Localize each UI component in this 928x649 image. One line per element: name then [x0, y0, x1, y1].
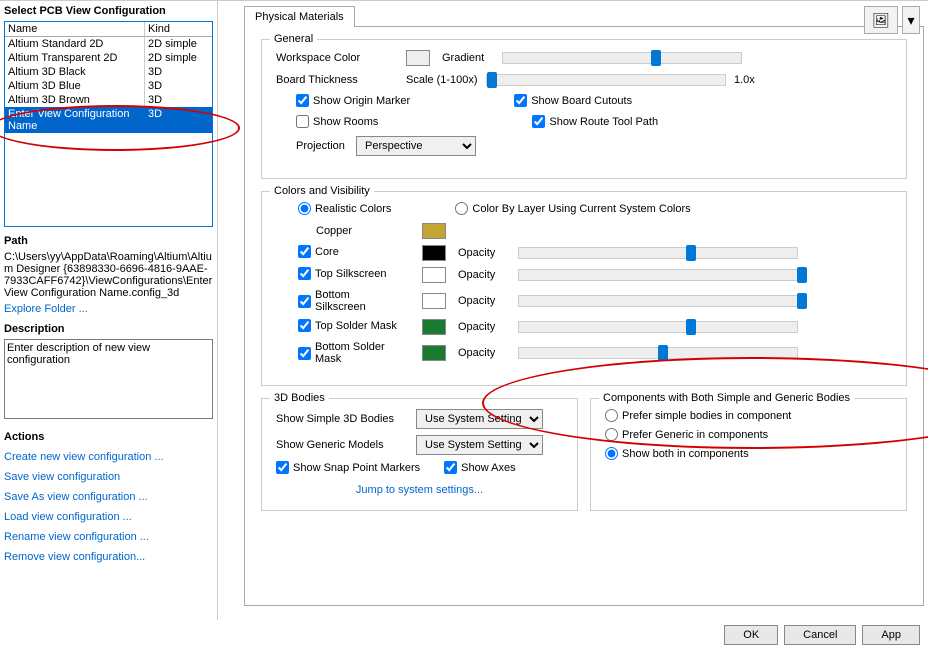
- projection-label: Projection: [296, 140, 356, 152]
- scale-label: Scale (1-100x): [406, 74, 486, 86]
- tab-physical-materials[interactable]: Physical Materials: [244, 6, 355, 27]
- show-route-checkbox[interactable]: Show Route Tool Path: [532, 115, 658, 128]
- action-save-as[interactable]: Save As view configuration ...: [4, 491, 213, 503]
- workspace-color-swatch[interactable]: [406, 50, 430, 66]
- layer-checkbox[interactable]: Top Solder Mask: [298, 319, 397, 332]
- action-load[interactable]: Load view configuration ...: [4, 511, 213, 523]
- opacity-label: Opacity: [458, 247, 518, 259]
- col-kind-header[interactable]: Kind: [145, 22, 212, 36]
- realistic-radio[interactable]: Realistic Colors: [298, 202, 391, 215]
- table-row-selected[interactable]: Enter View Configuration Name3D: [5, 107, 212, 133]
- layer-swatch[interactable]: [422, 267, 446, 283]
- general-legend: General: [270, 33, 317, 45]
- prefer-generic-radio[interactable]: [605, 428, 618, 441]
- scale-slider[interactable]: [486, 74, 726, 86]
- show-simple-label: Show Simple 3D Bodies: [276, 413, 416, 425]
- layer-swatch[interactable]: [422, 319, 446, 335]
- layer-name: Copper: [316, 225, 352, 237]
- prefer-simple-radio[interactable]: [605, 409, 618, 422]
- show-cutouts-checkbox[interactable]: Show Board Cutouts: [514, 94, 632, 107]
- layer-checkbox[interactable]: Top Silkscreen: [298, 267, 387, 280]
- table-row[interactable]: Altium Transparent 2D2D simple: [5, 51, 212, 65]
- show-generic-label: Show Generic Models: [276, 439, 416, 451]
- workspace-color-label: Workspace Color: [276, 52, 406, 64]
- 3d-bodies-group: 3D Bodies Show Simple 3D Bodies Use Syst…: [261, 398, 578, 511]
- layer-swatch[interactable]: [422, 223, 446, 239]
- layer-swatch[interactable]: [422, 293, 446, 309]
- general-group: General Workspace Color Gradient Board T…: [261, 39, 907, 179]
- select-config-title: Select PCB View Configuration: [4, 5, 213, 17]
- actions-label: Actions: [4, 431, 213, 443]
- description-input[interactable]: Enter description of new view configurat…: [4, 339, 213, 419]
- dropdown-icon[interactable]: ▾: [902, 6, 920, 34]
- by-layer-radio[interactable]: Color By Layer Using Current System Colo…: [455, 202, 690, 215]
- opacity-label: Opacity: [458, 321, 518, 333]
- opacity-label: Opacity: [458, 347, 518, 359]
- layer-row: Bottom Silkscreen Opacity: [298, 289, 892, 313]
- explore-folder-link[interactable]: Explore Folder ...: [4, 303, 88, 315]
- layer-row: Top Silkscreen Opacity: [298, 267, 892, 283]
- ok-button[interactable]: OK: [724, 625, 778, 645]
- table-row[interactable]: Altium 3D Blue3D: [5, 79, 212, 93]
- action-remove[interactable]: Remove view configuration...: [4, 551, 213, 563]
- projection-select[interactable]: Perspective: [356, 136, 476, 156]
- colors-group: Colors and Visibility Realistic Colors C…: [261, 191, 907, 386]
- opacity-slider[interactable]: [518, 247, 798, 259]
- layer-checkbox[interactable]: Bottom Silkscreen: [298, 289, 398, 313]
- col-name-header[interactable]: Name: [5, 22, 145, 36]
- opacity-slider[interactable]: [518, 269, 798, 281]
- layer-checkbox[interactable]: Core: [298, 245, 339, 258]
- show-generic-select[interactable]: Use System Setting: [416, 435, 543, 455]
- components-legend: Components with Both Simple and Generic …: [599, 392, 854, 404]
- path-label: Path: [4, 235, 213, 247]
- 3d-bodies-legend: 3D Bodies: [270, 392, 329, 404]
- board-thickness-label: Board Thickness: [276, 74, 406, 86]
- colors-legend: Colors and Visibility: [270, 185, 374, 197]
- image-icon[interactable]: 🖼: [864, 6, 898, 34]
- dialog-buttons: OK Cancel App: [716, 621, 928, 649]
- show-origin-checkbox[interactable]: Show Origin Marker: [296, 94, 410, 107]
- gradient-slider[interactable]: [502, 52, 742, 64]
- layer-row: Core Opacity: [298, 245, 892, 261]
- scale-value: 1.0x: [734, 74, 755, 86]
- layer-swatch[interactable]: [422, 345, 446, 361]
- opacity-slider[interactable]: [518, 347, 798, 359]
- show-axes-checkbox[interactable]: Show Axes: [444, 461, 515, 474]
- snap-markers-checkbox[interactable]: Show Snap Point Markers: [276, 461, 420, 474]
- table-row[interactable]: Altium 3D Black3D: [5, 65, 212, 79]
- config-table: Name Kind Altium Standard 2D2D simple Al…: [4, 21, 213, 227]
- right-panel: Physical Materials General Workspace Col…: [218, 1, 928, 620]
- opacity-slider[interactable]: [518, 321, 798, 333]
- action-rename[interactable]: Rename view configuration ...: [4, 531, 213, 543]
- description-label: Description: [4, 323, 213, 335]
- layer-swatch[interactable]: [422, 245, 446, 261]
- table-row[interactable]: Altium Standard 2D2D simple: [5, 37, 212, 51]
- show-rooms-checkbox[interactable]: Show Rooms: [296, 115, 378, 128]
- jump-settings-link[interactable]: Jump to system settings...: [356, 484, 483, 496]
- layer-row: Bottom Solder Mask Opacity: [298, 341, 892, 365]
- show-both-radio[interactable]: [605, 447, 618, 460]
- path-text: C:\Users\yy\AppData\Roaming\Altium\Altiu…: [4, 251, 213, 299]
- components-group: Components with Both Simple and Generic …: [590, 398, 907, 511]
- cancel-button[interactable]: Cancel: [784, 625, 856, 645]
- opacity-label: Opacity: [458, 269, 518, 281]
- table-row[interactable]: Altium 3D Brown3D: [5, 93, 212, 107]
- show-simple-select[interactable]: Use System Setting: [416, 409, 543, 429]
- layer-row: Top Solder Mask Opacity: [298, 319, 892, 335]
- apply-button[interactable]: App: [862, 625, 920, 645]
- left-panel: Select PCB View Configuration Name Kind …: [0, 1, 218, 620]
- layer-checkbox[interactable]: Bottom Solder Mask: [298, 341, 398, 365]
- gradient-label: Gradient: [442, 52, 502, 64]
- opacity-slider[interactable]: [518, 295, 798, 307]
- opacity-label: Opacity: [458, 295, 518, 307]
- action-create[interactable]: Create new view configuration ...: [4, 451, 213, 463]
- layer-row: Copper: [298, 223, 892, 239]
- action-save[interactable]: Save view configuration: [4, 471, 213, 483]
